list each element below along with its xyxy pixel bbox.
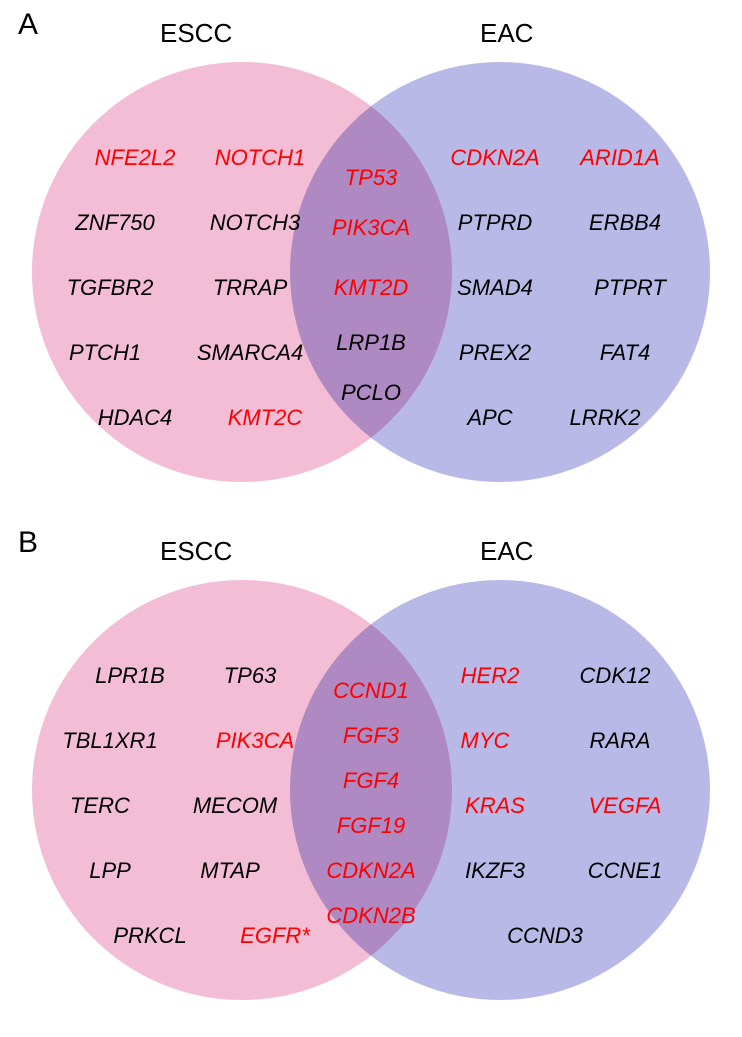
gene-APC: APC [467, 405, 512, 431]
gene-TGFBR2: TGFBR2 [67, 275, 154, 301]
gene-TERC: TERC [70, 793, 130, 819]
gene-CDKN2A: CDKN2A [450, 145, 539, 171]
gene-TP53: TP53 [345, 165, 398, 191]
left-title: ESCC [160, 18, 232, 49]
gene-NOTCH3: NOTCH3 [210, 210, 300, 236]
gene-MTAP: MTAP [200, 858, 259, 884]
gene-PTPRT: PTPRT [594, 275, 666, 301]
gene-CDK12: CDK12 [580, 663, 651, 689]
gene-PIK3CA: PIK3CA [332, 215, 410, 241]
gene-ZNF750: ZNF750 [75, 210, 154, 236]
right-title: EAC [480, 18, 533, 49]
gene-LPP: LPP [89, 858, 131, 884]
gene-CDKN2A: CDKN2A [326, 858, 415, 884]
gene-LRP1B: LRP1B [336, 330, 406, 356]
gene-TP63: TP63 [224, 663, 277, 689]
gene-PRKCL: PRKCL [113, 923, 186, 949]
gene-CCND3: CCND3 [507, 923, 583, 949]
gene-HDAC4: HDAC4 [98, 405, 173, 431]
right-title: EAC [480, 536, 533, 567]
gene-KRAS: KRAS [465, 793, 525, 819]
panel-label-B: B [18, 526, 38, 560]
gene-MECOM: MECOM [193, 793, 277, 819]
gene-PTPRD: PTPRD [458, 210, 533, 236]
panel-A: A ESCC EAC NFE2L2 NOTCH1 ZNF750 NOTCH3 TGFBR2 TR… [0, 0, 742, 518]
gene-RARA: RARA [589, 728, 650, 754]
gene-PCLO: PCLO [341, 380, 401, 406]
gene-PIK3CA: PIK3CA [216, 728, 294, 754]
gene-LRRK2: LRRK2 [570, 405, 641, 431]
gene-PTCH1: PTCH1 [69, 340, 141, 366]
left-title: ESCC [160, 536, 232, 567]
gene-ARID1A: ARID1A [580, 145, 659, 171]
figure: A ESCC EAC NFE2L2 NOTCH1 ZNF750 NOTCH3 TGFBR2 TR… [0, 0, 742, 1036]
gene-FGF3: FGF3 [343, 723, 399, 749]
panel-label-A: A [18, 8, 38, 42]
gene-FGF19: FGF19 [337, 813, 405, 839]
gene-PREX2: PREX2 [459, 340, 531, 366]
gene-IKZF3: IKZF3 [465, 858, 525, 884]
gene-FAT4: FAT4 [600, 340, 651, 366]
gene-EGFRstar: EGFR* [240, 923, 310, 949]
gene-CCND1: CCND1 [333, 678, 409, 704]
gene-HER2: HER2 [461, 663, 520, 689]
gene-NOTCH1: NOTCH1 [215, 145, 305, 171]
panel-B: B ESCC EAC LPR1B TP63 TBL1XR1 PIK3CA TERC MECOM L… [0, 518, 742, 1036]
gene-SMARCA4: SMARCA4 [197, 340, 303, 366]
gene-FGF4: FGF4 [343, 768, 399, 794]
gene-ERBB4: ERBB4 [589, 210, 661, 236]
gene-TRRAP: TRRAP [213, 275, 288, 301]
gene-VEGFA: VEGFA [589, 793, 662, 819]
gene-KMT2D: KMT2D [334, 275, 409, 301]
gene-CDKN2B: CDKN2B [326, 903, 415, 929]
gene-NFE2L2: NFE2L2 [95, 145, 176, 171]
gene-CCNE1: CCNE1 [588, 858, 663, 884]
gene-KMT2C: KMT2C [228, 405, 303, 431]
gene-MYC: MYC [461, 728, 510, 754]
gene-SMAD4: SMAD4 [457, 275, 533, 301]
gene-TBL1XR1: TBL1XR1 [62, 728, 157, 754]
gene-LPR1B: LPR1B [95, 663, 165, 689]
